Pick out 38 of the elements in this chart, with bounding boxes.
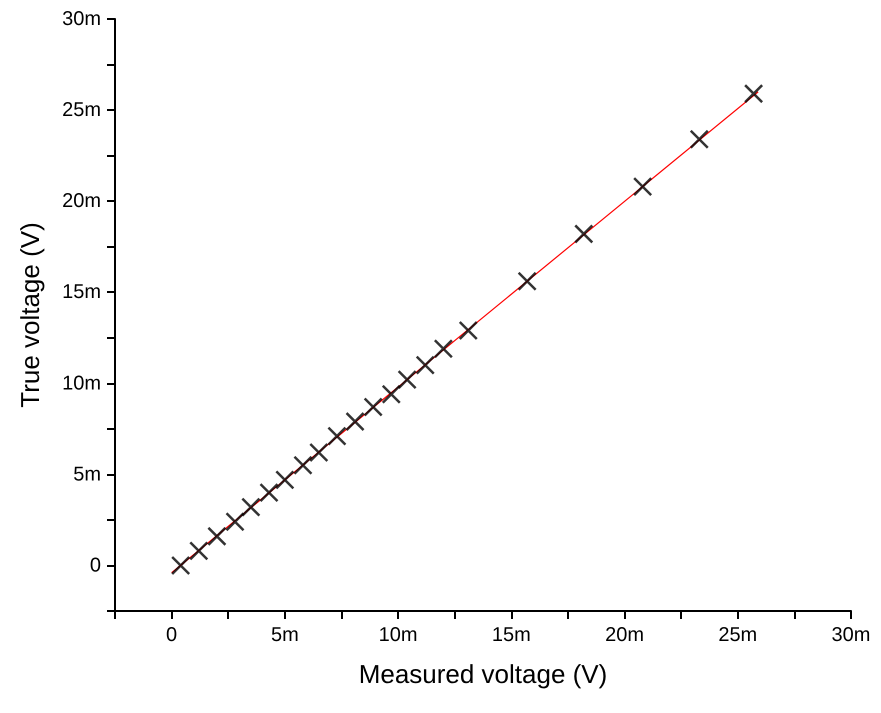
x-tick-label: 25m bbox=[718, 624, 758, 646]
point bbox=[574, 224, 594, 244]
point bbox=[397, 370, 417, 390]
point bbox=[259, 482, 279, 502]
y-tick-label: 30m bbox=[62, 8, 101, 30]
point bbox=[690, 129, 710, 149]
point bbox=[434, 338, 454, 358]
x-tick-label: 15m bbox=[492, 624, 531, 646]
point bbox=[170, 556, 190, 576]
point bbox=[382, 384, 402, 404]
point bbox=[632, 176, 652, 196]
point bbox=[309, 442, 329, 462]
point bbox=[241, 497, 261, 517]
x-axis-title: Measured voltage (V) bbox=[358, 659, 608, 689]
point bbox=[207, 526, 227, 546]
point bbox=[416, 355, 435, 375]
y-tick-label: 0 bbox=[90, 554, 101, 576]
x-tick-label: 30m bbox=[832, 624, 870, 646]
y-tick-label: 10m bbox=[62, 372, 101, 394]
point bbox=[275, 470, 295, 490]
y-tick-label: 5m bbox=[73, 463, 101, 486]
point bbox=[225, 512, 245, 532]
point bbox=[327, 426, 347, 446]
point bbox=[293, 456, 313, 476]
point bbox=[517, 272, 537, 292]
x-tick-label: 0 bbox=[166, 624, 178, 646]
y-tick-label: 20m bbox=[62, 190, 101, 212]
point bbox=[744, 84, 764, 104]
point bbox=[363, 397, 383, 417]
x-tick-label: 20m bbox=[605, 624, 644, 646]
y-axis-title: True voltage (V) bbox=[15, 222, 45, 408]
y-tick-label: 25m bbox=[62, 99, 101, 122]
x-tick-label: 10m bbox=[378, 624, 418, 646]
x-tick-label: 5m bbox=[270, 624, 299, 646]
y-tick-label: 15m bbox=[62, 281, 101, 304]
point bbox=[345, 412, 365, 432]
point bbox=[189, 541, 209, 561]
point bbox=[458, 320, 478, 340]
